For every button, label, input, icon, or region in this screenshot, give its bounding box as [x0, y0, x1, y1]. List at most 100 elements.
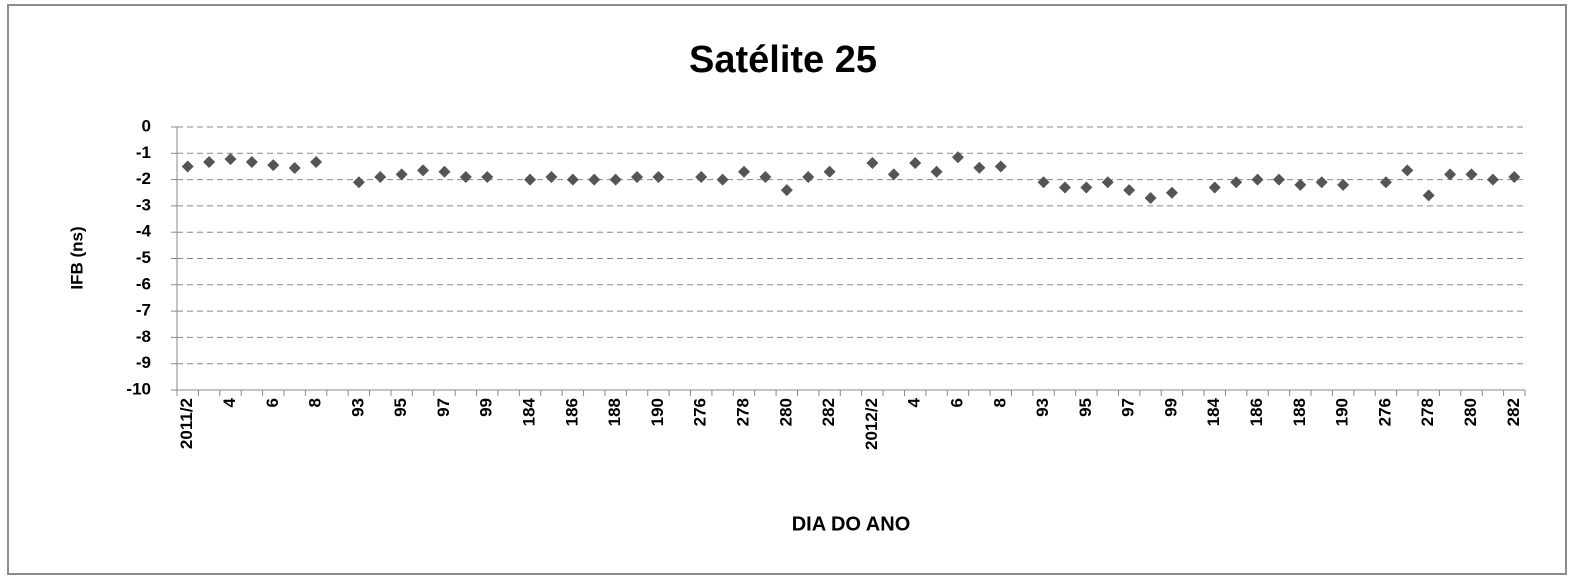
y-tick-label: -2 [136, 169, 151, 188]
marker [1058, 181, 1071, 194]
marker [1208, 181, 1221, 194]
marker [588, 173, 601, 186]
marker [1165, 186, 1178, 199]
x-tick-label: 93 [348, 398, 367, 417]
y-tick-label: -5 [136, 248, 151, 267]
y-tick-label: -3 [136, 195, 151, 214]
x-tick-label: 95 [1076, 398, 1095, 417]
marker [1508, 170, 1521, 183]
x-tick-label: 4 [905, 397, 924, 407]
chart-border [7, 4, 1567, 575]
marker [1230, 176, 1243, 189]
chart-title: Satélite 25 [689, 39, 877, 81]
x-tick-label: 278 [734, 398, 753, 426]
x-axis-label: DIA DO ANO [792, 513, 911, 535]
marker [374, 170, 387, 183]
marker [566, 173, 579, 186]
marker [288, 162, 301, 175]
x-tick-label: 99 [1161, 398, 1180, 417]
x-tick-label: 276 [1375, 398, 1394, 426]
marker [973, 161, 986, 174]
x-tick-label: 8 [306, 398, 325, 407]
marker [1444, 168, 1457, 181]
x-tick-label: 282 [1504, 398, 1523, 426]
marker [738, 165, 751, 178]
x-tick-label: 276 [691, 398, 710, 426]
marker [930, 165, 943, 178]
marker [438, 165, 451, 178]
y-tick-label: -4 [136, 222, 152, 241]
marker [1401, 164, 1414, 177]
marker [181, 160, 194, 173]
marker [459, 170, 472, 183]
x-tick-label: 99 [477, 398, 496, 417]
y-tick-label: -6 [136, 274, 151, 293]
marker [245, 155, 258, 168]
marker [631, 170, 644, 183]
marker [524, 173, 537, 186]
x-tick-label: 93 [1033, 398, 1052, 417]
x-tick-label: 97 [434, 398, 453, 417]
y-tick-label: -8 [136, 327, 151, 346]
marker [909, 157, 922, 170]
marker [1294, 178, 1307, 191]
marker [887, 168, 900, 181]
marker [823, 165, 836, 178]
marker [1465, 168, 1478, 181]
marker [481, 170, 494, 183]
marker [1144, 192, 1157, 205]
x-tick-label: 190 [648, 398, 667, 426]
x-tick-label: 6 [947, 398, 966, 407]
x-tick-label: 190 [1333, 398, 1352, 426]
marker [1101, 176, 1114, 189]
x-tick-label: 186 [562, 398, 581, 426]
x-tick-label: 278 [1418, 398, 1437, 426]
marker [652, 170, 665, 183]
marker [1272, 173, 1285, 186]
x-tick-label: 188 [605, 398, 624, 426]
marker [1251, 173, 1264, 186]
y-tick-label: 0 [142, 116, 151, 135]
x-tick-label: 8 [990, 398, 1009, 407]
marker [224, 153, 237, 166]
x-tick-label: 188 [1290, 398, 1309, 426]
x-tick-label: 280 [1461, 398, 1480, 426]
y-tick-label: -7 [136, 301, 151, 320]
marker [695, 170, 708, 183]
marker [1123, 184, 1136, 197]
x-tick-label: 184 [1204, 397, 1223, 426]
marker [951, 151, 964, 164]
x-tick-label: 184 [520, 397, 539, 426]
x-tick-label: 186 [1247, 398, 1266, 426]
x-tick-label: 4 [220, 397, 239, 407]
marker [203, 155, 216, 168]
x-tick-label: 2012/2 [862, 398, 881, 450]
marker [1080, 181, 1093, 194]
y-tick-label: -1 [136, 143, 151, 162]
y-axis-label: IFB (ns) [67, 226, 86, 289]
marker [417, 164, 430, 177]
x-tick-label: 95 [391, 398, 410, 417]
marker [1486, 173, 1499, 186]
marker [994, 160, 1007, 173]
marker [802, 170, 815, 183]
x-tick-label: 6 [263, 398, 282, 407]
y-tick-label: -9 [136, 353, 151, 372]
marker [267, 159, 280, 172]
marker [545, 170, 558, 183]
x-tick-label: 2011/2 [177, 398, 196, 449]
marker [1315, 176, 1328, 189]
marker [310, 155, 323, 168]
marker [866, 157, 879, 170]
marker [352, 176, 365, 189]
marker [716, 173, 729, 186]
marker [1337, 178, 1350, 191]
x-tick-label: 282 [819, 398, 838, 426]
marker [759, 170, 772, 183]
y-tick-label: -10 [126, 379, 151, 398]
marker [609, 173, 622, 186]
marker [1037, 176, 1050, 189]
marker [780, 184, 793, 197]
x-tick-label: 97 [1119, 398, 1138, 417]
